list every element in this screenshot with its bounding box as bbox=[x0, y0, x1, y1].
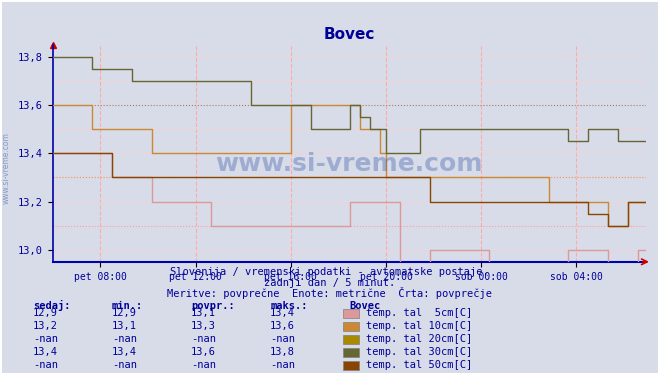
Text: -nan: -nan bbox=[112, 334, 137, 344]
Text: 13,1: 13,1 bbox=[191, 308, 216, 318]
Text: www.si-vreme.com: www.si-vreme.com bbox=[2, 132, 11, 204]
Text: 13,4: 13,4 bbox=[112, 347, 137, 357]
Text: -nan: -nan bbox=[33, 334, 58, 344]
Text: maks.:: maks.: bbox=[270, 301, 308, 310]
Text: temp. tal  5cm[C]: temp. tal 5cm[C] bbox=[366, 308, 472, 318]
Text: Meritve: povprečne  Enote: metrične  Črta: povprečje: Meritve: povprečne Enote: metrične Črta:… bbox=[167, 287, 492, 299]
Text: -nan: -nan bbox=[112, 361, 137, 370]
Text: Bovec: Bovec bbox=[349, 301, 380, 310]
Text: temp. tal 50cm[C]: temp. tal 50cm[C] bbox=[366, 361, 472, 370]
Text: 13,1: 13,1 bbox=[112, 321, 137, 331]
Text: 13,6: 13,6 bbox=[191, 347, 216, 357]
Text: min.:: min.: bbox=[112, 301, 143, 310]
Text: -nan: -nan bbox=[191, 361, 216, 370]
Text: 13,8: 13,8 bbox=[270, 347, 295, 357]
Text: 13,4: 13,4 bbox=[33, 347, 58, 357]
Text: -nan: -nan bbox=[270, 334, 295, 344]
Text: 13,6: 13,6 bbox=[270, 321, 295, 331]
Text: Slovenija / vremenski podatki - avtomatske postaje.: Slovenija / vremenski podatki - avtomats… bbox=[170, 267, 489, 277]
Text: 12,9: 12,9 bbox=[33, 308, 58, 318]
Text: 12,9: 12,9 bbox=[112, 308, 137, 318]
Text: zadnji dan / 5 minut.: zadnji dan / 5 minut. bbox=[264, 278, 395, 288]
Text: temp. tal 10cm[C]: temp. tal 10cm[C] bbox=[366, 321, 472, 331]
Text: temp. tal 20cm[C]: temp. tal 20cm[C] bbox=[366, 334, 472, 344]
Title: Bovec: Bovec bbox=[324, 27, 375, 42]
Text: -nan: -nan bbox=[270, 361, 295, 370]
Text: 13,2: 13,2 bbox=[33, 321, 58, 331]
Text: -nan: -nan bbox=[191, 334, 216, 344]
Text: povpr.:: povpr.: bbox=[191, 301, 235, 310]
Text: sedaj:: sedaj: bbox=[33, 300, 71, 310]
Text: 13,4: 13,4 bbox=[270, 308, 295, 318]
Text: www.si-vreme.com: www.si-vreme.com bbox=[215, 152, 483, 176]
Text: 13,3: 13,3 bbox=[191, 321, 216, 331]
Text: -nan: -nan bbox=[33, 361, 58, 370]
Text: temp. tal 30cm[C]: temp. tal 30cm[C] bbox=[366, 347, 472, 357]
